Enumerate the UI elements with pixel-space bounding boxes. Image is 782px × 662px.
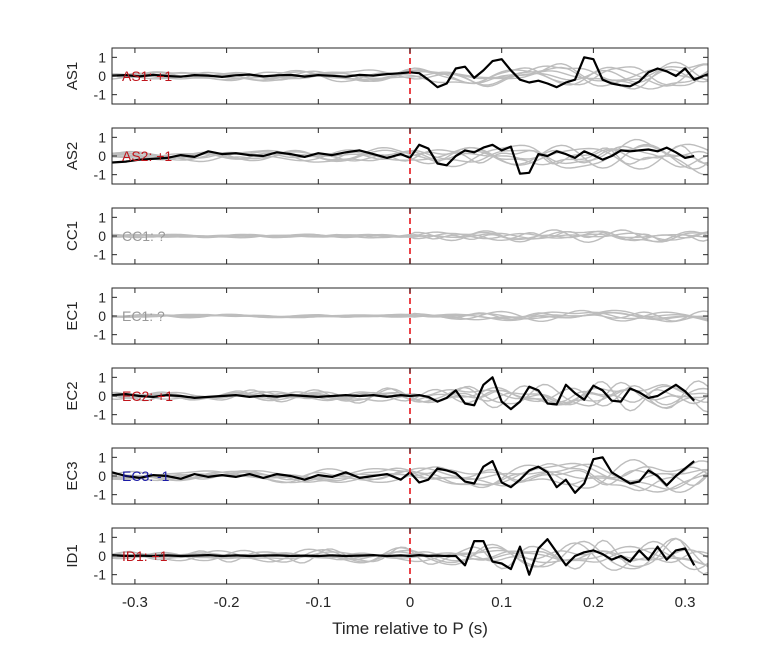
waveform-trace [112, 456, 695, 494]
x-axis-label: Time relative to P (s) [332, 619, 488, 638]
y-tick-label: -1 [94, 327, 107, 343]
y-tick-label: 1 [98, 449, 106, 465]
background-trace [112, 311, 708, 321]
y-axis-label: ID1 [64, 544, 81, 567]
y-tick-label: -1 [94, 87, 107, 103]
y-tick-label: 0 [98, 228, 106, 244]
polarity-label: EC3: -1 [122, 468, 170, 484]
y-tick-label: -1 [94, 487, 107, 503]
panel-ec1: EC1: ? 1 0 -1 EC1 [64, 287, 709, 345]
panel-as1: AS1: +1 1 0 -1 AS1 [64, 47, 709, 105]
y-axis-label: EC1 [64, 301, 81, 330]
y-axis-label: AS1 [64, 62, 81, 90]
y-tick-label: -1 [94, 567, 107, 583]
x-tick-label: 0 [406, 594, 414, 611]
x-tick-label: 0.2 [583, 594, 604, 611]
x-tick-label: -0.2 [214, 594, 240, 611]
y-axis-label: EC3 [64, 461, 81, 490]
y-tick-label: 1 [98, 529, 106, 545]
waveform-trace [112, 538, 696, 576]
panel-cc1: CC1: ? 1 0 -1 CC1 [64, 207, 709, 265]
panel-ec2: EC2: +1 1 0 -1 EC2 [64, 367, 709, 425]
polarity-label: EC2: +1 [122, 388, 173, 404]
plot-area [112, 229, 708, 244]
polarity-label: CC1: ? [122, 228, 166, 244]
polarity-label: AS2: +1 [122, 148, 172, 164]
y-tick-label: 0 [98, 548, 106, 564]
waveform-trace [112, 56, 708, 89]
y-axis-label: AS2 [64, 142, 81, 170]
panel-ec3: EC3: -1 1 0 -1 EC3 [64, 447, 709, 505]
y-tick-label: 0 [98, 308, 106, 324]
x-tick-label: -0.1 [305, 594, 331, 611]
plot-area [112, 309, 708, 323]
waveform-trace [112, 143, 695, 175]
panel-id1: ID1: +1 1 0 -1 ID1 -0.3 -0.2 -0.1 0 0.1 0.2 0.3 [64, 527, 709, 611]
y-tick-label: 1 [98, 209, 106, 225]
y-tick-label: 0 [98, 68, 106, 84]
background-trace [112, 231, 708, 242]
x-tick-label: 0.1 [491, 594, 512, 611]
polarity-label: EC1: ? [122, 308, 165, 324]
y-tick-label: 1 [98, 49, 106, 65]
y-tick-label: 0 [98, 388, 106, 404]
waveform-trace [112, 376, 695, 411]
y-tick-label: -1 [94, 407, 107, 423]
x-tick-label: -0.3 [122, 594, 148, 611]
y-tick-label: 0 [98, 148, 106, 164]
y-tick-label: -1 [94, 167, 107, 183]
y-axis-label: EC2 [64, 381, 81, 410]
y-tick-label: 0 [98, 468, 106, 484]
polarity-label: ID1: +1 [122, 548, 168, 564]
y-tick-label: -1 [94, 247, 107, 263]
x-tick-label: 0.3 [675, 594, 696, 611]
y-tick-label: 1 [98, 369, 106, 385]
y-tick-label: 1 [98, 129, 106, 145]
y-axis-label: CC1 [64, 221, 81, 251]
panel-as2: AS2: +1 1 0 -1 AS2 [64, 127, 709, 185]
y-tick-label: 1 [98, 289, 106, 305]
polarity-label: AS1: +1 [122, 68, 172, 84]
